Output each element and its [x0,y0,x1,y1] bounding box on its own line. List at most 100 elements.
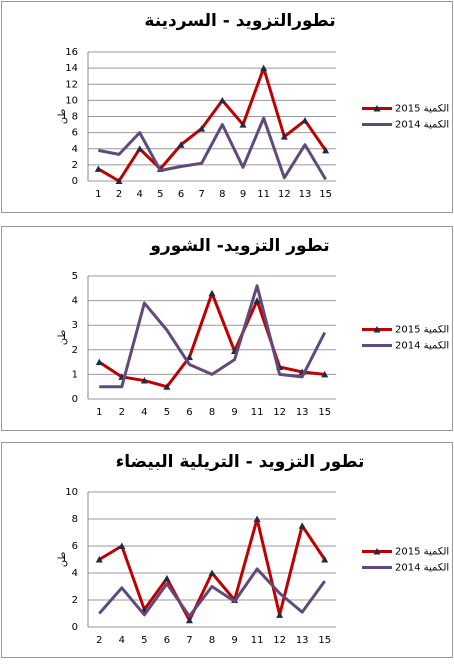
y-tick-label: 5 [72,271,78,282]
x-tick-label: 1 [96,407,102,418]
marker [322,146,330,154]
y-tick-label: 4 [72,144,78,155]
chart-title: تطور التزويد- الشورو [149,236,329,256]
x-tick-label: 2 [96,635,102,646]
x-tick-label: 4 [141,407,147,418]
x-tick-label: 9 [240,189,246,200]
marker [163,574,171,582]
marker [260,64,268,72]
chart-title: تطورالتزويد - السردينة [144,11,335,31]
marker [239,121,247,128]
x-tick-label: 15 [318,635,331,646]
marker [185,616,193,624]
marker [280,133,288,140]
marker [301,117,309,124]
x-tick-label: 9 [231,635,237,646]
x-tick-label: 12 [273,635,286,646]
legend-label: الكمية 2014 [395,120,449,131]
marker [208,569,216,576]
marker [298,522,306,529]
x-tick-label: 11 [257,189,270,200]
marker [140,377,148,384]
marker [95,556,103,563]
x-tick-label: 6 [186,407,192,418]
x-tick-label: 15 [318,407,331,418]
y-tick-label: 14 [65,63,78,74]
marker [198,125,206,132]
marker [185,353,193,361]
legend-label: الكمية 2014 [395,341,449,352]
x-tick-label: 8 [219,189,225,200]
y-axis-label: طن [57,330,68,346]
y-tick-label: 0 [72,176,78,187]
x-tick-label: 5 [157,189,163,200]
x-tick-label: 9 [231,407,237,418]
x-tick-label: 13 [296,635,309,646]
x-tick-label: 4 [119,635,125,646]
y-tick-label: 2 [72,595,78,606]
x-tick-label: 8 [209,635,215,646]
x-tick-label: 2 [116,189,122,200]
y-tick-label: 3 [72,320,78,331]
marker [115,177,123,184]
y-tick-label: 6 [72,128,78,139]
y-tick-label: 6 [72,541,78,552]
legend-label: الكمية 2014 [395,563,449,574]
x-tick-label: 13 [299,189,312,200]
x-tick-label: 11 [251,407,264,418]
x-tick-label: 7 [198,189,204,200]
x-tick-label: 1 [95,189,101,200]
y-tick-label: 0 [72,622,78,633]
y-axis-label: طن [57,552,68,568]
x-tick-label: 2 [119,407,125,418]
legend-label: الكمية 2015 [395,325,449,336]
marker [177,141,185,148]
x-tick-label: 12 [278,189,291,200]
y-tick-label: 4 [72,296,78,307]
y-tick-label: 8 [72,112,78,123]
marker [321,556,329,563]
marker [163,383,171,390]
series-line [98,567,326,618]
y-tick-label: 16 [65,47,78,58]
y-tick-label: 10 [65,487,78,498]
marker [136,145,144,152]
marker [276,611,284,618]
series-line [99,284,327,389]
y-axis-label: طن [57,109,68,125]
legend-label: الكمية 2015 [395,547,449,558]
marker [253,515,261,522]
marker [95,358,103,366]
legend-marker [373,105,381,112]
marker [118,542,126,549]
y-tick-label: 12 [65,79,78,90]
y-tick-label: 1 [72,369,78,380]
legend-marker [373,548,381,555]
series-line [98,116,327,181]
series-line [97,66,327,183]
y-tick-label: 8 [72,514,78,525]
y-tick-label: 10 [65,95,78,106]
x-tick-label: 13 [296,407,309,418]
chart-title: تطور التزويد - التريلية البيضاء [116,452,365,472]
legend-label: الكمية 2015 [395,104,449,115]
x-tick-label: 11 [251,635,264,646]
x-tick-label: 4 [136,189,142,200]
y-tick-label: 2 [72,345,78,356]
marker [321,370,329,378]
marker [94,165,102,172]
y-tick-label: 2 [72,160,78,171]
x-tick-label: 6 [178,189,184,200]
x-tick-label: 8 [209,407,215,418]
x-tick-label: 15 [319,189,332,200]
legend-marker [373,326,381,333]
marker [253,297,261,304]
x-tick-label: 5 [164,407,170,418]
x-tick-label: 7 [186,635,192,646]
x-tick-label: 5 [141,635,147,646]
marker [218,96,226,104]
x-tick-label: 6 [164,635,170,646]
y-tick-label: 4 [72,568,78,579]
marker [208,289,216,297]
